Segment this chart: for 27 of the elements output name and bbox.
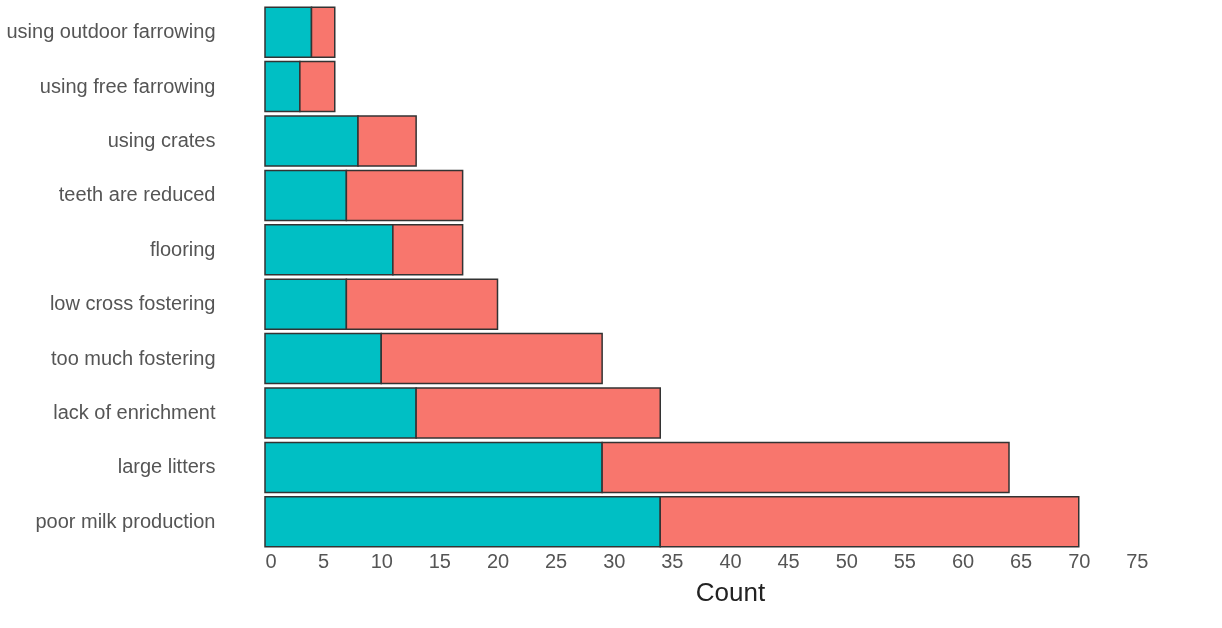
y-tick-label: using free farrowing [39,74,216,97]
y-tick-label: low cross fostering [49,292,216,315]
x-tick-label: 10 [370,549,393,572]
x-tick-label: 50 [835,549,858,572]
x-tick-label: 20 [486,549,510,572]
x-axis-title: Count [695,576,766,607]
y-tick-label: poor milk production [35,509,216,532]
x-tick-label: 60 [951,549,975,572]
x-tick-label: 45 [777,549,800,572]
y-tick-label: too much fostering [50,346,216,369]
y-tick-label: using outdoor farrowing [6,20,216,43]
y-tick-label: using crates [107,129,216,151]
x-tick-label: 15 [428,549,451,572]
y-tick-label: lack of enrichment [53,401,216,423]
x-tick-label: 55 [893,549,916,572]
x-tick-label: 75 [1126,549,1149,572]
y-tick-label: large litters [117,455,216,478]
y-tick-label: teeth are reduced [58,183,216,206]
x-tick-label: 65 [1010,549,1033,572]
x-tick-label: 35 [661,549,684,572]
x-tick-label: 40 [719,549,742,572]
y-tick-label: flooring [149,237,216,260]
x-tick-label: 70 [1068,549,1091,572]
x-tick-label: 30 [603,549,626,572]
x-tick-label: 0 [265,549,277,572]
x-tick-label: 25 [545,549,568,572]
x-tick-label: 5 [318,549,330,572]
